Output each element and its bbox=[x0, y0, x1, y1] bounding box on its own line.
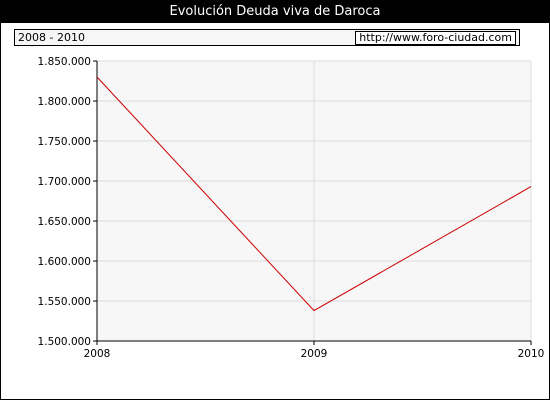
y-tick-label: 1.750.000 bbox=[38, 136, 91, 148]
series-line bbox=[96, 76, 532, 312]
x-tick-label: 2009 bbox=[301, 348, 328, 360]
y-tick-label: 1.850.000 bbox=[38, 56, 91, 68]
chart-title: Evolución Deuda viva de Daroca bbox=[1, 1, 549, 23]
y-tick-label: 1.800.000 bbox=[38, 96, 91, 108]
y-tick-label: 1.650.000 bbox=[38, 216, 91, 228]
info-bar: 2008 - 2010 http://www.foro-ciudad.com bbox=[14, 29, 520, 46]
source-url: http://www.foro-ciudad.com bbox=[355, 31, 516, 45]
period-label: 2008 - 2010 bbox=[18, 31, 85, 44]
y-tick-label: 1.500.000 bbox=[38, 336, 91, 348]
y-tick-label: 1.700.000 bbox=[38, 176, 91, 188]
y-tick-label: 1.600.000 bbox=[38, 256, 91, 268]
x-tick-label: 2010 bbox=[518, 348, 545, 360]
x-tick-label: 2008 bbox=[84, 348, 111, 360]
y-tick-label: 1.550.000 bbox=[38, 296, 91, 308]
